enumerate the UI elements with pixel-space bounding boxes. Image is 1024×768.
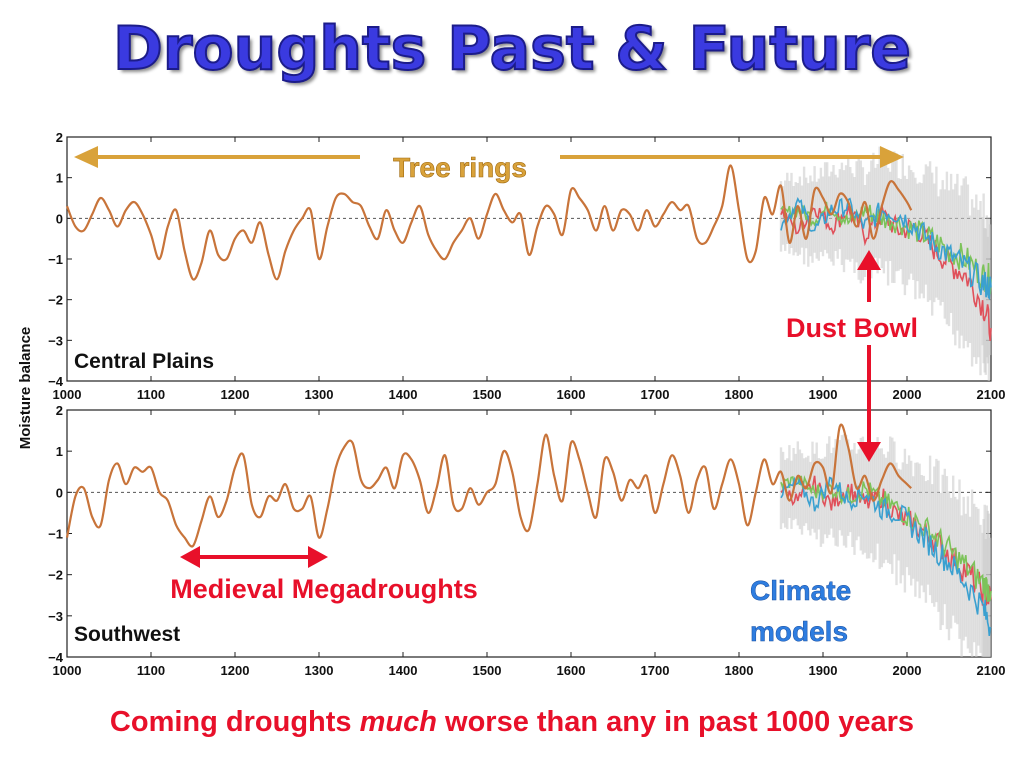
central-plains-model-envelope: [779, 146, 992, 381]
southwest-model-green-line: [780, 475, 992, 603]
medieval-label: Medieval Megadroughts: [170, 574, 478, 604]
panel-label-central-plains: Central Plains: [74, 350, 214, 373]
southwest-xtick-label: 1900: [809, 663, 838, 678]
southwest-xtick-label: 1800: [725, 663, 754, 678]
dust-bowl-arrow-up: [857, 250, 881, 302]
southwest-ytick-label: 0: [56, 485, 63, 500]
central-plains-ytick-label: −2: [48, 293, 63, 308]
southwest-xtick-label: 1300: [305, 663, 334, 678]
climate-models-label-line1: Climate: [750, 575, 851, 606]
central-plains-xtick-label: 1900: [809, 387, 838, 402]
central-plains-xtick-label: 1700: [641, 387, 670, 402]
central-plains-xtick-label: 1600: [557, 387, 586, 402]
southwest-xtick-label: 2100: [977, 663, 1006, 678]
footer-text-after: worse than any in past 1000 years: [436, 706, 915, 738]
tree-rings-arrow: [74, 146, 904, 168]
southwest-xtick-label: 1700: [641, 663, 670, 678]
southwest-xtick-label: 1500: [473, 663, 502, 678]
central-plains-xtick-label: 1200: [221, 387, 250, 402]
southwest-ytick-label: −4: [48, 650, 64, 665]
southwest-xtick-label: 1600: [557, 663, 586, 678]
central-plains-tree-ring-line: [65, 164, 913, 281]
medieval-arrow: [180, 546, 328, 568]
climate-models-label-line2: models: [750, 616, 848, 647]
central-plains-xtick-label: 2000: [893, 387, 922, 402]
central-plains-ytick-label: 0: [56, 211, 63, 226]
central-plains-ytick-label: −3: [48, 333, 63, 348]
southwest-xtick-label: 2000: [893, 663, 922, 678]
footer-text-before: Coming droughts: [109, 706, 360, 738]
southwest-tree-ring-line: [65, 423, 912, 548]
central-plains-model-blue-line: [780, 197, 992, 301]
footer-emphasis: much: [359, 706, 437, 738]
panel-label-southwest: Southwest: [74, 623, 180, 646]
footer-caption: Coming droughts much worse than any in p…: [0, 706, 1024, 739]
central-plains-xtick-label: 1100: [137, 387, 165, 402]
southwest-ytick-label: 2: [56, 403, 63, 418]
southwest-ytick-label: −3: [48, 609, 63, 624]
southwest-xtick-label: 1000: [53, 663, 82, 678]
central-plains-model-red-line: [780, 204, 992, 341]
slide-title: Droughts Past & Future: [112, 13, 912, 85]
dust-bowl-label: Dust Bowl: [786, 313, 918, 343]
central-plains-ytick-label: −1: [48, 252, 63, 267]
southwest-xtick-label: 1200: [221, 663, 250, 678]
central-plains-xtick-label: 1500: [473, 387, 502, 402]
southwest-ytick-label: −2: [48, 568, 63, 583]
tree-rings-label: Tree rings: [393, 152, 527, 183]
central-plains-ytick-label: 2: [56, 130, 63, 145]
y-axis-label: Moisture balance: [17, 327, 34, 450]
central-plains-xtick-label: 1300: [305, 387, 334, 402]
southwest-xtick-label: 1400: [389, 663, 418, 678]
central-plains-ytick-label: −4: [48, 374, 64, 389]
central-plains-xtick-label: 2100: [977, 387, 1006, 402]
dust-bowl-arrow-down: [857, 345, 881, 462]
southwest-model-blue-line: [780, 476, 992, 636]
central-plains-xtick-label: 1000: [53, 387, 82, 402]
central-plains-ytick-label: 1: [56, 171, 63, 186]
southwest-ytick-label: −1: [48, 527, 63, 542]
southwest-xtick-label: 1100: [137, 663, 165, 678]
central-plains-xtick-label: 1800: [725, 387, 754, 402]
central-plains-xtick-label: 1400: [389, 387, 418, 402]
southwest-ytick-label: 1: [56, 444, 63, 459]
